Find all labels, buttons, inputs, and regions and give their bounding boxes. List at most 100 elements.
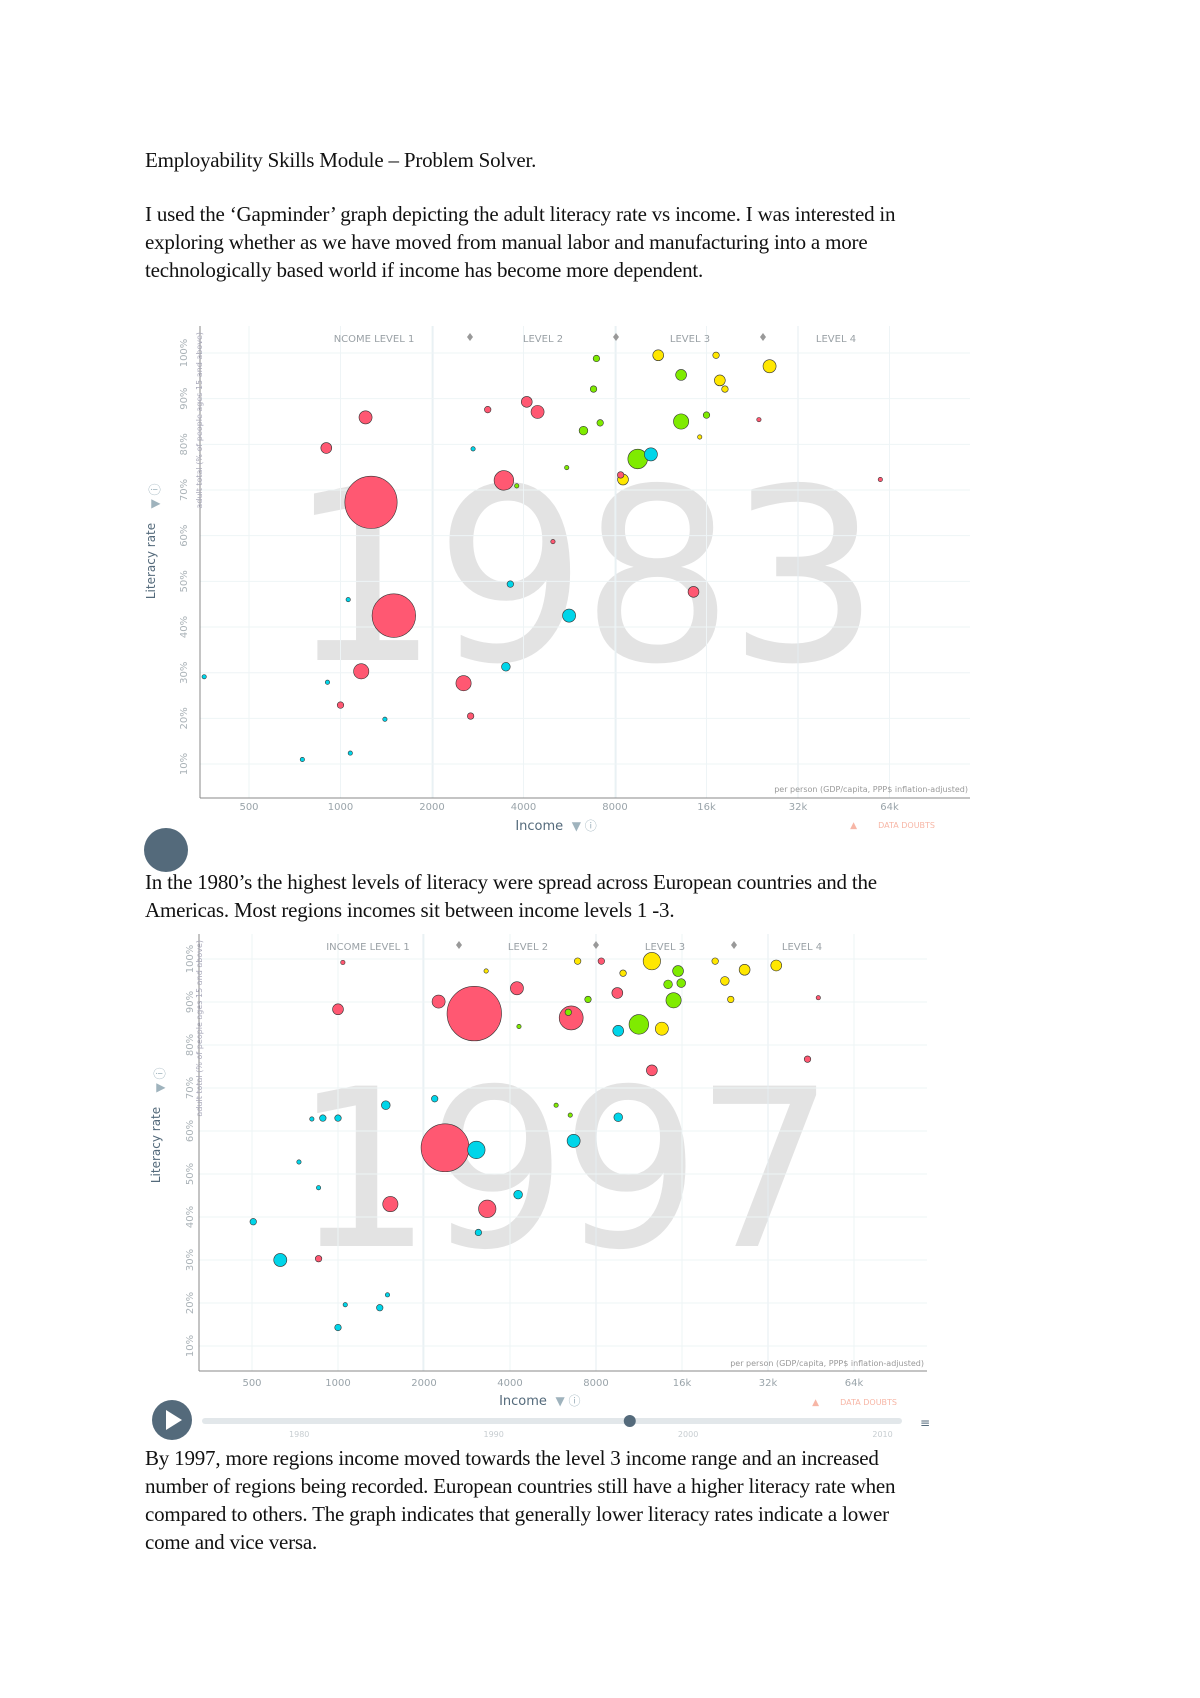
bubble-red[interactable]	[646, 1064, 658, 1077]
bubble-red[interactable]	[597, 957, 605, 965]
bubble-green[interactable]	[592, 354, 600, 363]
bubble-yellow[interactable]	[712, 351, 720, 359]
bubble-cyan[interactable]	[342, 1302, 348, 1308]
y-axis-title[interactable]: Literacy rate	[144, 523, 158, 599]
bubble-red[interactable]	[617, 471, 625, 479]
bubble-cyan[interactable]	[309, 1116, 315, 1122]
bubble-red[interactable]	[382, 1196, 399, 1213]
bubble-yellow[interactable]	[711, 957, 719, 965]
bubble-cyan[interactable]	[562, 608, 576, 623]
bubble-cyan[interactable]	[347, 750, 353, 756]
bubble-green[interactable]	[564, 1008, 572, 1016]
timeline-handle[interactable]	[623, 1415, 636, 1427]
bubble-green[interactable]	[676, 978, 686, 988]
bubble-green[interactable]	[596, 419, 604, 427]
timeline-track[interactable]	[202, 1418, 902, 1424]
bubble-red[interactable]	[431, 994, 446, 1009]
bubble-red[interactable]	[455, 675, 472, 692]
bubble-red[interactable]	[803, 1055, 812, 1063]
bubble-red[interactable]	[320, 442, 333, 454]
bubble-green[interactable]	[553, 1102, 559, 1108]
bubble-green[interactable]	[578, 425, 589, 436]
bubble-cyan[interactable]	[296, 1159, 302, 1165]
bubble-cyan[interactable]	[345, 597, 351, 603]
bubble-red[interactable]	[611, 987, 624, 999]
bubble-green[interactable]	[628, 1014, 649, 1035]
bubble-cyan[interactable]	[501, 662, 511, 672]
bubble-cyan[interactable]	[376, 1304, 384, 1312]
bubble-green[interactable]	[516, 1024, 522, 1029]
bubble-cyan[interactable]	[382, 716, 388, 722]
bubble-cyan[interactable]	[316, 1185, 322, 1191]
x-axis-title[interactable]: Income	[499, 1394, 547, 1409]
y-axis-dropdown-icon[interactable]: ▼ ⓘ	[153, 1067, 167, 1092]
bubble-red[interactable]	[332, 1003, 344, 1016]
bubble-green[interactable]	[567, 1112, 573, 1118]
bubble-red[interactable]	[493, 470, 515, 491]
bubble-cyan[interactable]	[431, 1095, 439, 1103]
bubble-red[interactable]	[371, 593, 416, 638]
bubble-red[interactable]	[756, 417, 762, 423]
bubble-cyan[interactable]	[467, 1140, 486, 1159]
bubble-yellow[interactable]	[652, 349, 664, 362]
x-axis-dropdown-icon[interactable]: ▼ ⓘ	[555, 1394, 580, 1408]
bubble-cyan[interactable]	[613, 1112, 623, 1122]
bubble-green[interactable]	[673, 413, 690, 430]
bubble-cyan[interactable]	[470, 446, 476, 452]
bubble-cyan[interactable]	[384, 1292, 390, 1298]
bubble-yellow[interactable]	[697, 434, 703, 440]
bubble-yellow[interactable]	[720, 976, 730, 986]
bubble-red[interactable]	[550, 539, 556, 545]
bubble-yellow[interactable]	[714, 374, 726, 387]
bubble-red[interactable]	[340, 959, 346, 965]
bubble-yellow[interactable]	[762, 359, 777, 374]
data-doubts-link[interactable]: DATA DOUBTS	[840, 1398, 897, 1407]
bubble-cyan[interactable]	[612, 1025, 624, 1037]
bubble-cyan[interactable]	[334, 1114, 342, 1122]
bubble-yellow[interactable]	[770, 959, 782, 972]
bubble-red[interactable]	[353, 663, 370, 680]
bubble-red[interactable]	[314, 1255, 323, 1263]
bubble-green[interactable]	[584, 995, 592, 1003]
bubble-cyan[interactable]	[201, 674, 207, 680]
bubble-red[interactable]	[687, 586, 700, 598]
x-axis-title[interactable]: Income	[515, 819, 563, 834]
bubble-red[interactable]	[358, 410, 373, 425]
bubble-red[interactable]	[815, 995, 821, 1001]
bubble-yellow[interactable]	[727, 995, 735, 1003]
bubble-cyan[interactable]	[299, 756, 305, 762]
bubble-cyan[interactable]	[566, 1134, 581, 1148]
bubble-green[interactable]	[675, 369, 687, 381]
bubble-cyan[interactable]	[644, 447, 658, 462]
bubble-green[interactable]	[589, 385, 598, 393]
data-doubts-link[interactable]: DATA DOUBTS	[878, 821, 935, 830]
bubble-cyan[interactable]	[381, 1100, 391, 1110]
bubble-green[interactable]	[564, 465, 570, 471]
bubble-green[interactable]	[514, 483, 520, 489]
bubble-cyan[interactable]	[474, 1228, 482, 1237]
play-button[interactable]	[144, 828, 188, 872]
bubble-green[interactable]	[702, 411, 711, 419]
x-axis-dropdown-icon[interactable]: ▼ ⓘ	[572, 819, 597, 833]
bubble-yellow[interactable]	[721, 385, 729, 393]
bubble-yellow[interactable]	[619, 969, 627, 977]
bubble-yellow[interactable]	[642, 952, 661, 971]
y-axis-dropdown-icon[interactable]: ▼ ⓘ	[148, 483, 162, 508]
bubble-green[interactable]	[663, 979, 673, 990]
bubble-yellow[interactable]	[574, 957, 582, 965]
bubble-red[interactable]	[484, 406, 492, 414]
bubble-red[interactable]	[336, 701, 345, 709]
speed-control-icon[interactable]: ≡	[920, 1416, 930, 1430]
bubble-green[interactable]	[665, 992, 682, 1009]
bubble-cyan[interactable]	[506, 580, 514, 588]
bubble-red[interactable]	[446, 986, 502, 1042]
bubble-green[interactable]	[672, 965, 684, 977]
bubble-cyan[interactable]	[319, 1114, 327, 1122]
bubble-yellow[interactable]	[738, 963, 751, 976]
bubble-red[interactable]	[478, 1199, 497, 1218]
bubble-cyan[interactable]	[324, 679, 330, 685]
bubble-red[interactable]	[877, 477, 883, 482]
y-axis-title[interactable]: Literacy rate	[149, 1107, 163, 1183]
bubble-red[interactable]	[521, 396, 533, 408]
bubble-cyan[interactable]	[273, 1253, 288, 1267]
